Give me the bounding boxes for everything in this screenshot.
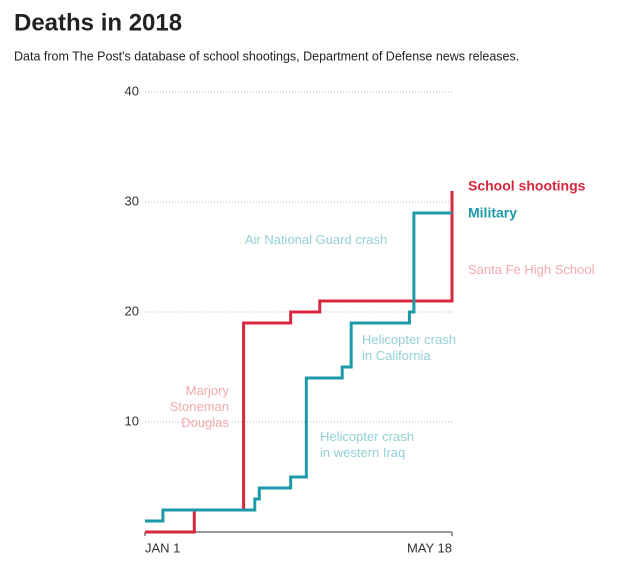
y-tick-label: 10: [125, 413, 139, 428]
annotation-line: Marjory: [186, 383, 230, 398]
annotation-line: Stoneman: [170, 399, 229, 414]
y-tick-label: 30: [125, 193, 139, 208]
annotation-line: Douglas: [181, 415, 229, 430]
x-tick-label: JAN 1: [145, 540, 180, 555]
annotation: Air National Guard crash: [245, 232, 387, 247]
chart-title: Deaths in 2018: [14, 9, 182, 36]
y-tick-label: 40: [125, 83, 139, 98]
annotation: Marjory Stoneman Douglas: [170, 383, 230, 430]
x-tick-label: MAY 18: [407, 540, 452, 555]
annotation: Helicopter crash in western Iraq: [320, 429, 414, 460]
annotation-line: in California: [362, 348, 431, 363]
annotation-line: Air National Guard crash: [245, 232, 387, 247]
annotation-line: Santa Fe High School: [468, 262, 595, 277]
annotation-line: in western Iraq: [320, 445, 405, 460]
series-label: School shootings: [468, 178, 586, 194]
series-line: [145, 191, 454, 534]
y-tick-label: 20: [125, 303, 139, 318]
annotation: Helicopter crash in California: [362, 332, 456, 363]
chart-subtitle: Data from The Post's database of school …: [14, 49, 519, 63]
annotation-line: Helicopter crash: [362, 332, 456, 347]
series-line: [145, 211, 452, 523]
annotation-line: Helicopter crash: [320, 429, 414, 444]
annotation: Santa Fe High School: [468, 262, 595, 277]
series-label: Military: [468, 205, 517, 221]
